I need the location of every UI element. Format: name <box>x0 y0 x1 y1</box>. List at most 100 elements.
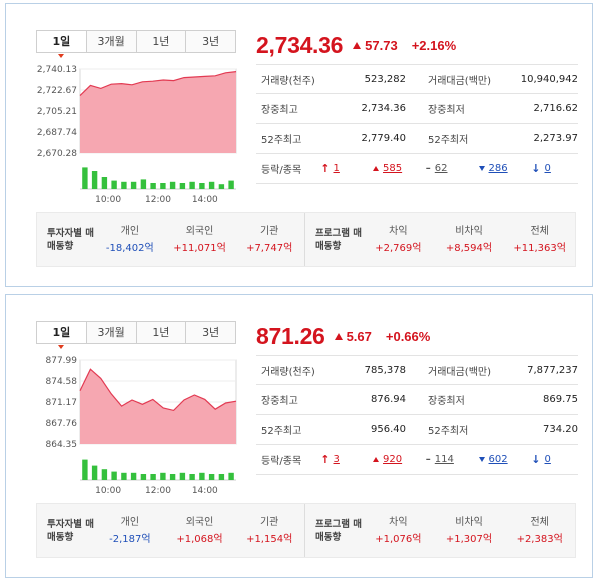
y-tick-label: 2,740.13 <box>37 65 77 75</box>
volume-bar <box>130 181 137 189</box>
volume-bar <box>101 177 108 189</box>
advance-decline-row: 등락/종목 ↑ 3 920 –114 602 ↓ 0 <box>256 445 578 475</box>
up-triangle-icon <box>373 166 380 171</box>
tab-1day[interactable]: 1일 <box>37 31 87 58</box>
program-flow-heading: 프로그램 매매동향 <box>315 518 363 543</box>
volume-bar <box>91 465 98 480</box>
price-summary: 2,734.36 57.73 +2.16% <box>256 30 456 60</box>
stats-table: 거래량(천주) 785,378 거래대금(백만) 7,877,237 장중최고 876… <box>256 355 578 475</box>
investor-flow-heading: 투자자별 매매동향 <box>47 518 95 543</box>
period-tabs: 1일 3개월 1년 3년 <box>36 30 236 58</box>
x-tick-label: 14:00 <box>192 195 218 205</box>
volume-bar <box>150 474 156 480</box>
up-triangle-icon <box>353 41 362 49</box>
y-tick-label: 2,687.74 <box>37 128 77 138</box>
flow-total: 전체 +11,363억 <box>513 225 566 254</box>
price-change: 5.67 <box>334 329 372 344</box>
program-flow-heading: 프로그램 매매동향 <box>315 227 363 252</box>
index-panel-kospi: 1일 3개월 1년 3년 2,740.13 2,722.67 2,705.21 2,6… <box>5 3 593 287</box>
arrow-up-icon: ↑ <box>320 453 330 466</box>
flow-institution: 기관 +7,747억 <box>246 225 293 254</box>
change-percent: +0.66% <box>385 328 431 344</box>
tab-3month[interactable]: 3개월 <box>86 31 137 52</box>
stats-row: 장중최고 2,734.36 장중최저 2,716.62 <box>256 94 578 124</box>
volume-bar <box>208 181 215 189</box>
tab-1year[interactable]: 1년 <box>136 322 187 343</box>
x-tick-label: 14:00 <box>192 486 218 496</box>
price-area <box>80 369 236 444</box>
y-tick-label: 2,670.28 <box>37 149 77 159</box>
investor-flow: 투자자별 매매동향 개인 -18,402억 외국인 +11,071억 기관 +7,74… <box>37 213 305 266</box>
price-change: 57.73 <box>353 38 398 53</box>
stats-row: 52주최고 2,779.40 52주최저 2,273.97 <box>256 124 578 154</box>
down-triangle-icon <box>478 457 485 462</box>
volume-bar <box>228 472 234 480</box>
volume-bar <box>208 474 215 480</box>
price-line <box>79 71 237 97</box>
tab-3year[interactable]: 3년 <box>186 322 235 343</box>
y-tick-label: 871.17 <box>46 398 78 408</box>
volume-bar <box>160 472 166 480</box>
investor-flow-heading: 투자자별 매매동향 <box>47 227 95 252</box>
stats-row: 52주최고 956.40 52주최저 734.20 <box>256 415 578 445</box>
trading-flow-box: 투자자별 매매동향 개인 -18,402억 외국인 +11,071억 기관 +7,74… <box>36 212 576 267</box>
dash-icon: – <box>425 454 431 465</box>
up-triangle-icon <box>373 457 380 462</box>
volume-bar <box>111 471 117 480</box>
upper-limit-count: ↑ 3 <box>320 453 340 466</box>
y-tick-label: 874.58 <box>46 377 78 387</box>
stats-row: 거래량(천주) 523,282 거래대금(백만) 10,940,942 <box>256 64 578 94</box>
x-tick-label: 10:00 <box>95 486 121 496</box>
advance-count: 585 <box>373 163 420 174</box>
investor-flow: 투자자별 매매동향 개인 -2,187억 외국인 +1,068억 기관 +1,154억 <box>37 504 305 557</box>
dash-icon: – <box>425 163 431 174</box>
lower-limit-count: ↓ 0 <box>531 162 551 175</box>
tab-1day[interactable]: 1일 <box>37 322 87 349</box>
flow-non-arbitrage: 비차익 +1,307억 <box>445 516 493 545</box>
tab-3month[interactable]: 3개월 <box>86 322 137 343</box>
volume-bar <box>189 181 195 189</box>
flow-individual: 개인 -18,402억 <box>105 225 154 254</box>
decline-count: 286 <box>478 163 526 174</box>
unchanged-count: –114 <box>425 454 454 465</box>
advance-count: 920 <box>373 454 420 465</box>
volume-bar <box>228 180 234 189</box>
lower-limit-count: ↓ 0 <box>531 453 551 466</box>
tab-1year[interactable]: 1년 <box>136 31 187 52</box>
volume-bar <box>199 183 205 189</box>
intraday-chart: 877.99 874.58 871.17 867.76 864.35 10:00 12:00… <box>34 350 240 500</box>
volume-bar <box>179 472 186 480</box>
intraday-chart: 2,740.13 2,722.67 2,705.21 2,687.74 2,670.28… <box>34 59 240 209</box>
program-flow: 프로그램 매매동향 차익 +1,076억 비차익 +1,307억 전체 +2,383억 <box>305 504 575 557</box>
down-triangle-icon <box>478 166 485 171</box>
stats-table: 거래량(천주) 523,282 거래대금(백만) 10,940,942 장중최고 2,… <box>256 64 578 184</box>
arrow-down-icon: ↓ <box>531 162 541 175</box>
index-panel-kosdaq: 1일 3개월 1년 3년 877.99 874.58 871.17 867.76 864… <box>5 294 593 578</box>
flow-individual: 개인 -2,187억 <box>109 516 151 545</box>
current-price: 2,734.36 <box>256 31 344 58</box>
volume-bar <box>218 474 225 480</box>
decline-count: 602 <box>478 454 526 465</box>
flow-arbitrage: 차익 +2,769억 <box>375 225 422 254</box>
volume-bar <box>121 181 127 189</box>
volume-bar <box>179 183 186 189</box>
arrow-down-icon: ↓ <box>531 453 541 466</box>
volume-bar <box>91 171 98 189</box>
volume-bar <box>218 184 225 189</box>
advance-decline-row: 등락/종목 ↑ 1 585 –62 286 ↓ 0 <box>256 154 578 184</box>
up-triangle-icon <box>334 332 343 340</box>
volume-bar <box>101 469 108 480</box>
stats-row: 장중최고 876.94 장중최저 869.75 <box>256 385 578 415</box>
volume-bar <box>199 472 205 480</box>
volume-bar <box>160 183 166 189</box>
program-flow: 프로그램 매매동향 차익 +2,769억 비차익 +8,594억 전체 +11,363… <box>305 213 575 266</box>
tab-3year[interactable]: 3년 <box>186 31 235 52</box>
y-tick-label: 877.99 <box>46 356 78 366</box>
volume-bar <box>169 474 176 480</box>
price-area <box>80 71 236 153</box>
volume-bar <box>121 472 127 480</box>
upper-limit-count: ↑ 1 <box>320 162 340 175</box>
x-tick-label: 12:00 <box>145 195 171 205</box>
flow-foreign: 외국인 +11,071억 <box>173 225 226 254</box>
stats-row: 거래량(천주) 785,378 거래대금(백만) 7,877,237 <box>256 355 578 385</box>
